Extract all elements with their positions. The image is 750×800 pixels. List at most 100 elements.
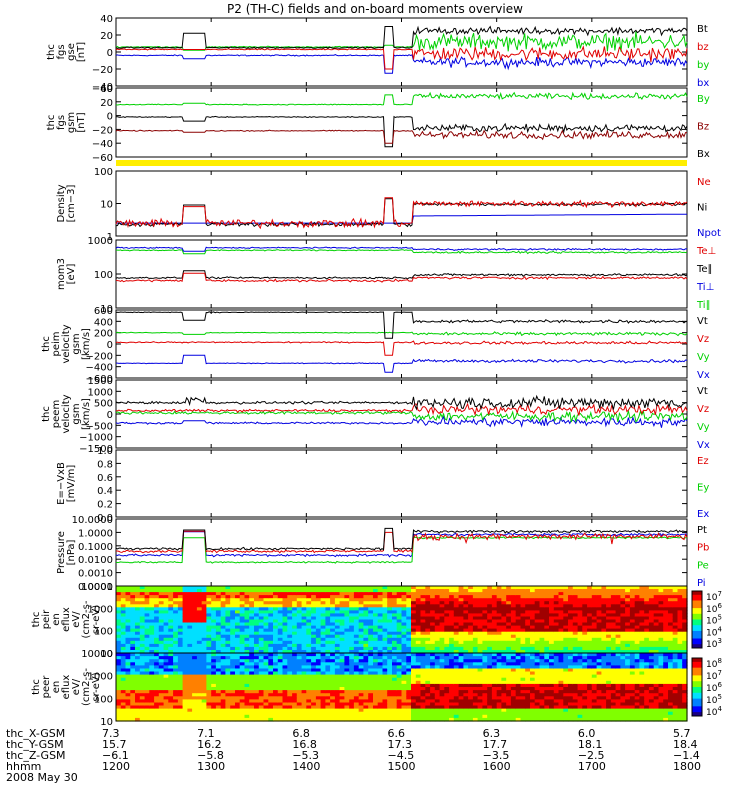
spectrogram-cell (392, 610, 398, 614)
spectrogram-cell (187, 646, 193, 651)
spectrogram-cell (163, 634, 169, 639)
spectrogram-cell (201, 604, 208, 608)
spectrogram-cell (591, 650, 598, 654)
spectrogram-cell (577, 622, 583, 627)
y-tick-label: −40 (92, 82, 113, 93)
spectrogram-cell (334, 699, 341, 704)
spectrogram-cell (149, 702, 155, 707)
spectrogram-cell (377, 653, 384, 657)
spectrogram-cell (125, 699, 131, 704)
spectrogram-cell (387, 592, 393, 596)
spectrogram-cell (263, 625, 269, 630)
spectrogram-cell (491, 634, 498, 639)
spectrogram-cell (268, 671, 274, 676)
spectrogram-cell (215, 616, 222, 621)
spectrogram-cell (139, 586, 146, 590)
spectrogram-cell (263, 628, 269, 633)
spectrogram-cell (235, 625, 241, 630)
spectrogram-cell (211, 683, 217, 688)
spectrogram-cell (363, 604, 369, 608)
spectrogram-cell (396, 613, 403, 617)
spectrogram-cell (392, 631, 398, 636)
spectrogram-cell (144, 693, 150, 697)
spectrogram-cell (677, 637, 683, 642)
spectrogram-cell (653, 650, 660, 654)
spectrogram-cell (320, 659, 326, 663)
spectrogram-cell (268, 643, 274, 648)
spectrogram-cell (196, 717, 203, 722)
spectrogram-cell (396, 650, 403, 654)
spectrogram-cell (406, 690, 412, 694)
spectrogram-cell (430, 690, 436, 694)
y-tick-label: 10000 (81, 649, 113, 660)
spectrogram-cell (249, 619, 255, 624)
spectrogram-cell (173, 708, 179, 713)
spectrogram-cell (301, 613, 307, 617)
spectrogram-cell (434, 613, 441, 617)
spectrogram-cell (344, 610, 350, 614)
spectrogram-cell (225, 687, 231, 691)
spectrogram-cell (173, 650, 179, 654)
spectrogram-cell (458, 628, 464, 633)
spectrogram-cell (648, 598, 655, 602)
spectrogram-cell (258, 693, 265, 697)
spectrogram-cell (125, 687, 131, 691)
spectrogram-cell (525, 650, 531, 654)
spectrogram-cell (629, 613, 636, 617)
spectrogram-cell (254, 687, 260, 691)
spectrogram-cell (406, 631, 412, 636)
spectrogram-cell (468, 646, 474, 651)
spectrogram-cell (358, 690, 365, 694)
spectrogram-cell (520, 696, 526, 700)
spectrogram-cell (125, 643, 131, 648)
spectrogram-cell (282, 610, 288, 614)
spectrogram-cell (373, 717, 379, 722)
spectrogram-cell (596, 637, 602, 642)
legend-0: Vt (697, 316, 708, 327)
spectrogram-cell (154, 665, 160, 670)
spectrogram-cell (268, 714, 274, 719)
spectrogram-cell (211, 625, 217, 630)
spectrogram-cell (273, 693, 279, 697)
spectrogram-cell (325, 714, 331, 719)
spectrogram-cell (387, 607, 393, 611)
spectrogram-cell (268, 607, 274, 611)
spectrogram-cell (287, 668, 293, 673)
spectrogram-cell (282, 625, 288, 630)
spectrogram-cell (215, 586, 222, 590)
spectrogram-cell (377, 634, 384, 639)
spectrogram-cell (325, 613, 331, 617)
spectrogram-cell (591, 610, 598, 614)
spectrogram-cell (158, 628, 165, 633)
spectrogram-cell (491, 665, 498, 670)
spectrogram-cell (263, 693, 269, 697)
spectrogram-cell (577, 634, 583, 639)
legend-1: bz (697, 42, 709, 53)
spectrogram-cell (125, 607, 131, 611)
spectrogram-cell (453, 634, 460, 639)
spectrogram-cell (273, 699, 279, 704)
spectrogram-cell (620, 631, 626, 636)
spectrogram-cell (534, 646, 541, 651)
spectrogram-cell (254, 656, 260, 660)
spectrogram-cell (496, 637, 503, 642)
spectrogram-cell (539, 586, 545, 590)
spectrogram-cell (263, 613, 269, 617)
spectrogram-cell (339, 705, 345, 710)
spectrogram-cell (387, 659, 393, 663)
spectrogram-cell (615, 637, 621, 642)
spectrogram-cell (196, 598, 203, 602)
spectrogram-cell (330, 662, 336, 666)
spectrogram-cell (263, 643, 269, 648)
spectrogram-cell (425, 677, 431, 682)
spectrogram-cell (415, 696, 422, 700)
spectrogram-cell (425, 631, 431, 636)
spectrogram-cell (158, 708, 165, 713)
spectrogram-cell (306, 592, 312, 596)
spectrogram-cell (363, 610, 369, 614)
spectrogram-cell (439, 622, 445, 627)
spectrogram-cell (349, 607, 355, 611)
spectrogram-cell (206, 634, 212, 639)
spectrogram-cell (258, 687, 265, 691)
spectrogram-cell (377, 702, 384, 707)
